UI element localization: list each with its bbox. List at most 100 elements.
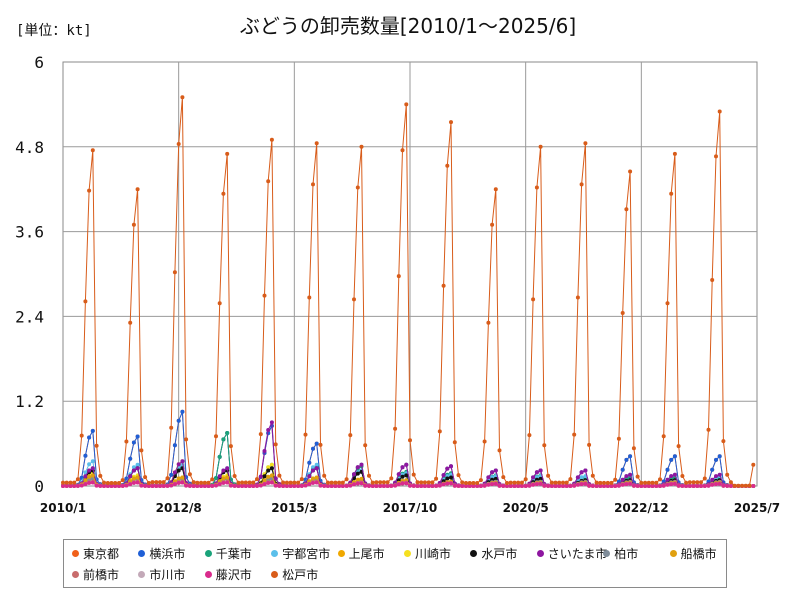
legend-item: 千葉市 — [204, 545, 252, 562]
data-point — [575, 295, 580, 300]
data-point — [314, 475, 319, 480]
data-point — [646, 480, 651, 485]
data-point — [169, 483, 174, 488]
data-point — [221, 437, 226, 442]
data-point — [460, 480, 465, 485]
data-point — [255, 477, 259, 482]
data-point — [501, 483, 506, 488]
data-point — [210, 477, 215, 482]
data-point — [359, 144, 364, 149]
data-point — [176, 462, 181, 467]
data-point — [400, 148, 405, 153]
data-point — [598, 480, 603, 485]
legend-marker — [337, 550, 345, 557]
data-point — [687, 480, 692, 485]
data-point — [669, 482, 674, 487]
legend-marker — [72, 550, 79, 557]
data-point — [131, 465, 136, 470]
data-point — [143, 483, 148, 488]
data-point — [374, 480, 379, 485]
data-point — [613, 484, 618, 488]
legend-marker — [138, 550, 146, 557]
data-point — [557, 480, 562, 485]
data-point — [87, 462, 92, 467]
legend-label: 船橋市 — [680, 547, 717, 561]
data-point — [381, 480, 386, 485]
data-point — [348, 483, 353, 488]
data-point — [269, 137, 274, 142]
data-point — [262, 474, 267, 479]
data-point — [325, 484, 330, 488]
data-point — [262, 482, 267, 487]
data-point — [575, 475, 580, 480]
data-point — [292, 480, 297, 485]
data-point — [307, 474, 312, 479]
data-point — [158, 484, 162, 488]
data-point — [269, 462, 274, 467]
data-point — [90, 459, 95, 464]
data-point — [217, 482, 222, 487]
data-point — [348, 433, 353, 438]
data-point — [352, 297, 356, 302]
data-point — [355, 481, 360, 486]
data-point — [437, 483, 442, 488]
data-point — [236, 480, 241, 485]
data-point — [464, 484, 468, 488]
data-point — [553, 480, 558, 485]
data-point — [672, 454, 677, 459]
data-point — [725, 483, 730, 488]
data-point — [710, 477, 715, 482]
data-point — [154, 484, 159, 488]
data-point — [87, 474, 92, 479]
data-point — [258, 432, 263, 437]
data-point — [172, 470, 177, 475]
data-point — [176, 476, 181, 481]
data-point — [385, 484, 390, 488]
data-point — [579, 470, 584, 475]
data-point — [728, 480, 733, 485]
data-point — [180, 480, 185, 485]
data-point — [262, 478, 267, 483]
data-point — [90, 428, 95, 433]
data-point — [83, 482, 88, 487]
data-point — [355, 185, 360, 190]
data-point — [344, 483, 349, 488]
data-point — [579, 482, 584, 487]
data-point — [232, 474, 237, 478]
data-point — [94, 443, 99, 448]
data-point — [594, 484, 599, 488]
data-point — [90, 473, 95, 478]
data-point — [318, 442, 323, 447]
data-point — [635, 483, 640, 488]
data-point — [721, 439, 726, 444]
legend-item: 川崎市 — [404, 545, 451, 562]
data-point — [628, 481, 633, 486]
data-point — [404, 473, 409, 478]
data-point — [620, 482, 625, 487]
data-point — [243, 484, 248, 488]
data-point — [98, 473, 103, 478]
data-point — [307, 295, 312, 300]
data-point — [482, 483, 487, 488]
data-point — [404, 462, 409, 467]
data-point — [747, 483, 752, 488]
data-point — [695, 480, 700, 485]
data-point — [269, 466, 274, 471]
data-point — [714, 154, 718, 159]
data-point — [322, 473, 327, 478]
legend-item: 市川市 — [138, 566, 185, 583]
data-point — [684, 480, 689, 485]
data-point — [654, 484, 659, 488]
data-point — [180, 475, 185, 480]
series-13 — [61, 95, 756, 488]
y-tick-label: 3.6 — [15, 223, 44, 242]
data-point — [228, 483, 233, 488]
legend-item: 横浜市 — [138, 545, 185, 562]
data-point — [475, 481, 480, 485]
data-point — [113, 481, 118, 485]
data-point — [602, 484, 606, 488]
data-point — [437, 429, 442, 434]
data-point — [135, 480, 140, 485]
data-point — [79, 483, 84, 488]
legend-label: 柏市 — [614, 547, 639, 561]
